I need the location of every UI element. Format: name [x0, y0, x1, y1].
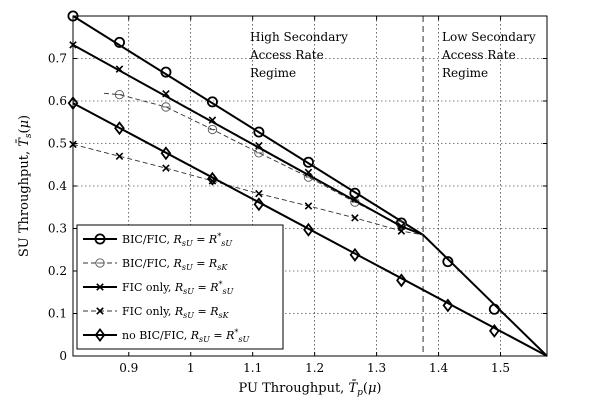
series-4 — [69, 140, 424, 236]
x-tick-label: 1.4 — [429, 361, 448, 375]
x-tick-label: 1.5 — [491, 361, 510, 375]
regime-annotation: High Secondary Access Rate Regime — [249, 30, 348, 80]
legend-marker — [95, 258, 105, 268]
series-point — [207, 171, 218, 186]
y-tick-label: 0.3 — [48, 222, 67, 236]
y-tick-label: 0.5 — [48, 137, 67, 151]
series-point — [208, 116, 217, 124]
x-axis-label: PU Throughput, T̄p(μ) — [239, 380, 382, 398]
legend: BIC/FIC, RsU = R*sU BIC/FIC, RsU = RsK FIC… — [76, 224, 284, 350]
series-point — [253, 126, 265, 138]
y-tick-label: 0.1 — [48, 307, 67, 321]
series-point — [160, 66, 172, 78]
series-point — [255, 189, 263, 198]
series-point — [442, 256, 454, 268]
series-point — [396, 273, 407, 288]
axis-ticks: 0.9 1 1.1 1.2 1.3 1.4 1.5 0 0.1 0.2 0.3 0.4 0.5 0.6 0.… — [48, 16, 547, 375]
legend-entry: BIC/FIC, RsU = RsK — [83, 257, 228, 272]
x-tick-label: 1.3 — [367, 361, 386, 375]
series-point — [113, 36, 125, 48]
y-tick-label: 0.2 — [48, 264, 67, 278]
series-point — [302, 156, 314, 168]
series-point — [160, 146, 172, 161]
series-point — [304, 168, 313, 177]
regime-annotations: High Secondary Access Rate Regime Low Secon… — [249, 30, 536, 80]
series-point — [349, 247, 361, 262]
series-point — [304, 202, 313, 210]
legend-entry: BIC/FIC, RsU = R*sU — [83, 232, 232, 248]
y-tick-label: 0.6 — [48, 94, 67, 108]
series-point — [161, 102, 171, 112]
series-point — [255, 141, 263, 150]
x-tick-label: 1 — [187, 361, 195, 375]
series-point — [442, 298, 454, 313]
series-point — [351, 214, 359, 222]
y-tick-label: 0.7 — [48, 52, 67, 66]
legend-entry: FIC only, RsU = RsK — [83, 305, 230, 320]
legend-marker — [96, 307, 104, 315]
legend-label: no BIC/FIC, RsU = R*sU — [122, 328, 250, 344]
series-point — [162, 164, 170, 172]
series-line — [103, 92, 402, 226]
legend-label: BIC/FIC, RsU = RsK — [122, 257, 228, 272]
legend-marker — [94, 233, 106, 245]
legend-label: BIC/FIC, RsU = R*sU — [122, 232, 232, 248]
series-point — [489, 323, 500, 338]
series-point — [114, 121, 125, 136]
series-point — [397, 227, 406, 235]
legend-entry: no BIC/FIC, RsU = R*sU — [83, 328, 250, 344]
legend-marker — [94, 328, 106, 342]
y-tick-label: 0.4 — [48, 179, 67, 193]
legend-entry: FIC only, RsU = R*sU — [83, 280, 234, 296]
y-axis-label: SU Throughput, T̄s(μ) — [16, 115, 34, 257]
series-point — [351, 194, 359, 203]
x-tick-label: 1.1 — [243, 361, 262, 375]
series-line — [72, 102, 548, 357]
series-point — [253, 197, 265, 212]
x-tick-label: 1.2 — [305, 361, 324, 375]
y-tick-label: 0 — [59, 349, 67, 363]
legend-label: FIC only, RsU = R*sU — [122, 280, 234, 296]
x-tick-label: 0.9 — [119, 361, 138, 375]
series-point — [303, 222, 314, 237]
series-point — [207, 124, 218, 135]
series-point — [162, 90, 170, 98]
series-point — [206, 96, 218, 108]
series-point — [115, 65, 124, 73]
legend-marker — [96, 283, 104, 291]
regime-annotation: Low Secondary Access Rate Regime — [441, 30, 536, 80]
series-3 — [69, 41, 424, 236]
legend-label: FIC only, RsU = RsK — [122, 305, 230, 320]
series-point — [115, 152, 124, 161]
series-point — [488, 303, 500, 315]
series-point — [114, 89, 125, 100]
